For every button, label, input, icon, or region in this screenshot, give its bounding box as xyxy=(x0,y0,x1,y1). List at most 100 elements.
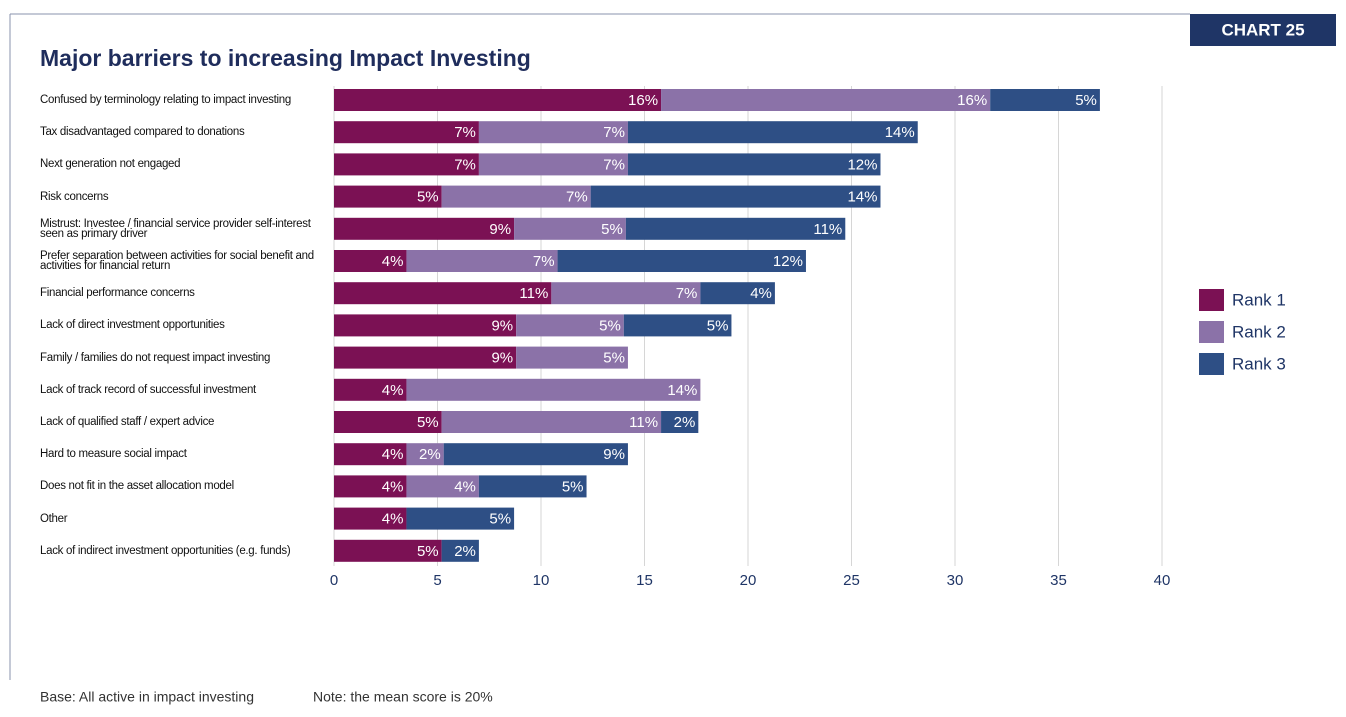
x-tick-label: 30 xyxy=(947,572,964,589)
bar-segment xyxy=(590,185,881,208)
category-label: Prefer separation between activities for… xyxy=(40,250,314,272)
x-tick-label: 40 xyxy=(1154,572,1171,589)
value-label: 7% xyxy=(454,124,476,141)
category-label: Lack of direct investment opportunities xyxy=(40,319,225,332)
bar-segment xyxy=(406,443,444,466)
value-label: 5% xyxy=(601,221,623,238)
bar-segment xyxy=(516,346,628,369)
bar-segment xyxy=(514,217,626,240)
category-label: Financial performance concerns xyxy=(40,287,195,300)
value-label: 5% xyxy=(562,478,584,495)
value-label: 5% xyxy=(417,543,439,560)
value-label: 11% xyxy=(629,414,658,431)
category-label: Other xyxy=(40,512,68,525)
bar-segment xyxy=(334,217,515,240)
bar-segment xyxy=(625,217,846,240)
value-label: 14% xyxy=(885,124,915,141)
bar-segment xyxy=(334,539,442,562)
bar-segment xyxy=(478,153,628,176)
bar-segment xyxy=(334,378,407,401)
category-label: Does not fit in the asset allocation mod… xyxy=(40,480,234,493)
bar-segment xyxy=(334,250,407,272)
category-label: Lack of track record of successful inves… xyxy=(40,383,256,396)
bar-segment xyxy=(623,314,732,337)
value-label: 9% xyxy=(491,317,513,334)
value-label: 5% xyxy=(603,350,625,367)
value-label: 4% xyxy=(382,478,404,495)
badge-bg xyxy=(1190,14,1336,46)
value-label: 5% xyxy=(599,317,621,334)
value-label: 9% xyxy=(491,350,513,367)
chart-title: Major barriers to increasing Impact Inve… xyxy=(40,45,531,71)
value-label: 11% xyxy=(813,221,842,238)
bar-segment xyxy=(406,475,479,498)
bar-segment xyxy=(441,185,591,208)
bar-segment xyxy=(334,314,517,337)
bar-segment xyxy=(441,411,662,433)
bar-segment xyxy=(990,89,1100,111)
bar-segment xyxy=(334,153,479,176)
value-label: 2% xyxy=(674,414,696,431)
value-label: 5% xyxy=(489,511,511,528)
value-label: 16% xyxy=(957,92,987,109)
bar-segment xyxy=(700,282,775,305)
bar-segment xyxy=(627,153,881,176)
x-tick-label: 25 xyxy=(843,572,860,589)
value-label: 4% xyxy=(750,285,772,302)
category-label: Confused by terminology relating to impa… xyxy=(40,94,291,106)
category-label: Risk concerns xyxy=(40,190,109,203)
value-label: 4% xyxy=(454,478,476,495)
category-label: Lack of indirect investment opportunitie… xyxy=(40,544,291,557)
value-label: 12% xyxy=(847,156,877,173)
bar-segment xyxy=(406,378,701,401)
value-label: 12% xyxy=(773,253,803,270)
bar-segment xyxy=(334,475,407,498)
bar-segment xyxy=(334,121,479,144)
value-label: 4% xyxy=(382,253,404,270)
value-label: 2% xyxy=(454,543,476,560)
bar-segment xyxy=(334,89,662,111)
category-label: Mistrust: Investee / financial service p… xyxy=(40,217,311,240)
value-label: 5% xyxy=(1075,92,1097,109)
value-label: 7% xyxy=(533,253,555,270)
value-label: 7% xyxy=(603,124,625,141)
bar-segment xyxy=(334,411,442,433)
x-tick-label: 0 xyxy=(330,572,338,589)
value-label: 14% xyxy=(667,382,697,399)
value-label: 4% xyxy=(382,382,404,399)
badge: CHART 25 xyxy=(1221,20,1304,39)
value-label: 11% xyxy=(519,285,548,302)
x-tick-label: 20 xyxy=(740,572,757,589)
x-tick-label: 15 xyxy=(636,572,653,589)
bar-segment xyxy=(334,507,407,530)
bar-segment xyxy=(334,346,517,369)
value-label: 16% xyxy=(628,92,658,109)
footnote: Note: the mean score is 20% xyxy=(313,689,493,705)
footnote: Base: All active in impact investing xyxy=(40,689,254,705)
bar-segment xyxy=(334,185,442,208)
legend-swatch xyxy=(1199,289,1224,311)
bar-segment xyxy=(557,250,806,272)
value-label: 5% xyxy=(707,317,729,334)
x-tick-label: 5 xyxy=(433,572,441,589)
category-label: Tax disadvantaged compared to donations xyxy=(40,126,245,139)
x-tick-label: 35 xyxy=(1050,572,1067,589)
value-label: 5% xyxy=(417,189,439,206)
bar-segment xyxy=(627,121,918,144)
bar-segment xyxy=(478,121,628,144)
legend-label: Rank 1 xyxy=(1232,290,1286,309)
bar-segment xyxy=(551,282,701,305)
category-label: Next generation not engaged xyxy=(40,158,181,171)
value-label: 7% xyxy=(603,156,625,173)
category-label: Family / families do not request impact … xyxy=(40,351,271,364)
legend-swatch xyxy=(1199,353,1224,375)
value-label: 4% xyxy=(382,511,404,528)
value-label: 5% xyxy=(417,414,439,431)
value-label: 2% xyxy=(419,446,441,463)
value-label: 9% xyxy=(489,221,511,238)
value-label: 7% xyxy=(566,189,588,206)
category-label: Lack of qualified staff / expert advice xyxy=(40,416,215,428)
bar-segment xyxy=(441,539,479,562)
value-label: 4% xyxy=(382,446,404,463)
